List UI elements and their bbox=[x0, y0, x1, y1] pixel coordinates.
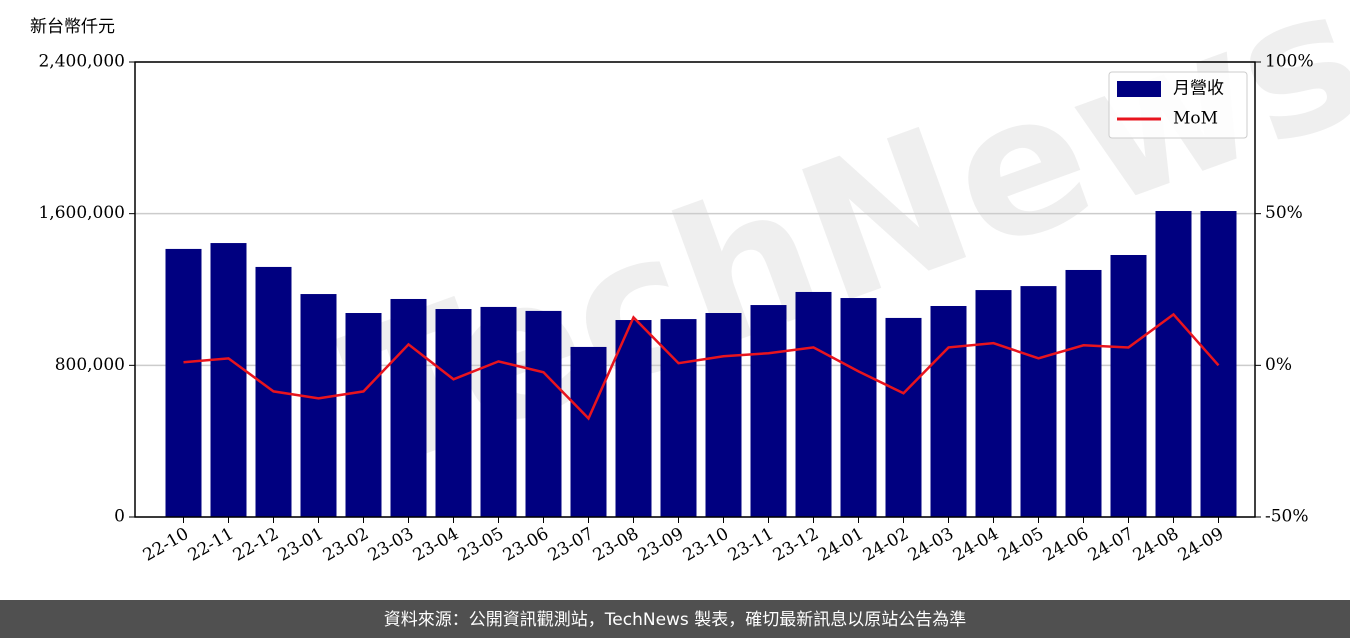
bar bbox=[1110, 254, 1147, 517]
x-tick-label: 23-03 bbox=[365, 524, 417, 566]
x-tick-label: 24-08 bbox=[1130, 524, 1182, 566]
y-tick-label: 2,400,000 bbox=[38, 52, 125, 72]
bar bbox=[570, 346, 607, 517]
bar bbox=[885, 317, 922, 517]
legend-label: MoM bbox=[1173, 109, 1218, 129]
bar bbox=[1020, 286, 1057, 517]
x-tick-label: 23-06 bbox=[500, 524, 552, 566]
legend-label: 月營收 bbox=[1173, 79, 1224, 99]
x-tick-label: 22-11 bbox=[185, 524, 237, 566]
x-tick-label: 22-12 bbox=[230, 524, 282, 566]
x-tick-label: 23-04 bbox=[410, 524, 462, 566]
x-tick-label: 24-06 bbox=[1040, 524, 1092, 566]
bar bbox=[930, 305, 967, 517]
x-tick-label: 23-12 bbox=[770, 524, 822, 566]
x-tick-label: 23-09 bbox=[635, 524, 687, 566]
bar bbox=[975, 290, 1012, 517]
x-tick-label: 24-03 bbox=[905, 524, 957, 566]
x-tick-label: 23-01 bbox=[275, 524, 327, 566]
x-tick-label: 24-04 bbox=[950, 524, 1002, 566]
bar bbox=[390, 298, 427, 517]
bar bbox=[615, 320, 652, 517]
line bbox=[183, 312, 1220, 421]
y2-tick-label: 100% bbox=[1265, 52, 1314, 72]
x-tick-label: 23-07 bbox=[545, 524, 597, 566]
y2-tick-label: -50% bbox=[1265, 507, 1309, 527]
x-tick-label: 24-01 bbox=[815, 524, 867, 566]
footer-band bbox=[0, 600, 1350, 638]
legend-swatch bbox=[1117, 81, 1161, 97]
bar bbox=[525, 310, 562, 517]
y-tick-label: 1,600,000 bbox=[38, 203, 125, 223]
bar bbox=[705, 313, 742, 517]
bar bbox=[795, 291, 832, 517]
y-axis-label: 新台幣仟元 bbox=[30, 17, 115, 37]
x-tick-label: 23-10 bbox=[680, 524, 732, 566]
y-tick-label: 0 bbox=[114, 507, 125, 527]
bar bbox=[750, 305, 787, 517]
bar bbox=[480, 306, 517, 517]
x-tick-label: 24-05 bbox=[995, 524, 1047, 566]
bar bbox=[300, 294, 337, 517]
y2-tick-label: 0% bbox=[1265, 355, 1292, 375]
y-tick-label: 800,000 bbox=[55, 355, 125, 375]
bar bbox=[1155, 211, 1192, 517]
bar bbox=[435, 309, 472, 517]
bar bbox=[210, 243, 247, 518]
x-tick-label: 23-08 bbox=[590, 524, 642, 566]
bar bbox=[1065, 269, 1102, 517]
x-tick-label: 23-05 bbox=[455, 524, 507, 566]
plot-frame bbox=[134, 61, 1256, 518]
x-tick-label: 23-02 bbox=[320, 524, 372, 566]
bar bbox=[840, 298, 877, 517]
x-tick-label: 23-11 bbox=[725, 524, 777, 566]
bar bbox=[165, 248, 202, 517]
x-tick-label: 24-09 bbox=[1175, 524, 1227, 566]
source-note: 資料來源：公開資訊觀測站，TechNews 製表，確切最新訊息以原站公告為準 bbox=[384, 610, 966, 630]
x-tick-label: 24-07 bbox=[1085, 524, 1137, 566]
x-tick-label: 22-10 bbox=[140, 524, 192, 566]
y2-tick-label: 50% bbox=[1265, 203, 1303, 223]
bar bbox=[345, 313, 382, 517]
x-tick-label: 24-02 bbox=[860, 524, 912, 566]
